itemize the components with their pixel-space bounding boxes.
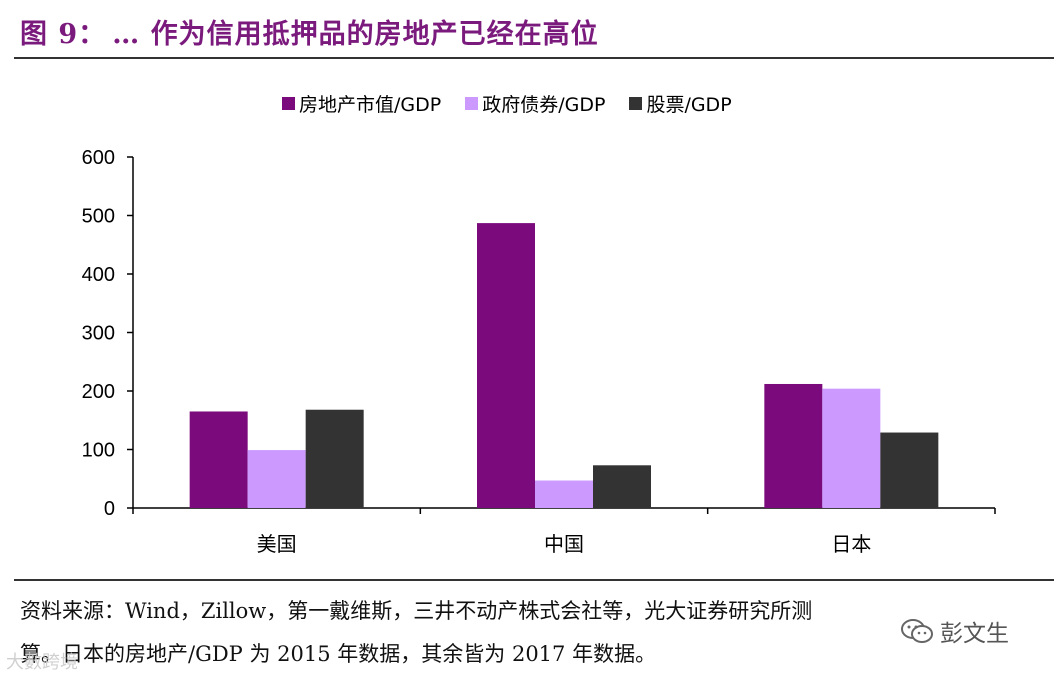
legend-item-gov-bonds: 政府债券/GDP — [465, 90, 605, 117]
bar-1-1 — [535, 480, 593, 508]
legend-item-stocks: 股票/GDP — [629, 90, 732, 117]
figure-title: 图 9：… 作为信用抵押品的房地产已经在高位 — [20, 12, 599, 51]
bar-2-1 — [822, 388, 881, 508]
source-divider — [14, 579, 1054, 581]
y-tick-label: 100 — [82, 440, 115, 462]
legend-swatch-real-estate — [282, 97, 295, 110]
bar-chart: 0 100 200 300 400 500 600 美国 中国 日本 — [82, 147, 996, 556]
legend-swatch-stocks — [629, 97, 643, 110]
y-tick-label: 200 — [82, 381, 115, 403]
bar-0-0 — [189, 411, 248, 508]
figure-title-text: … 作为信用抵押品的房地产已经在高位 — [112, 19, 599, 50]
source-note: 资料来源：Wind，Zillow，第一戴维斯，三井不动产株式会社等，光大证券研究… — [20, 590, 1040, 676]
bar-0-1 — [247, 450, 306, 508]
watermark-left: 大數跨境 — [6, 652, 78, 673]
chart-legend: 房地产市值/GDP 政府债券/GDP 股票/GDP — [282, 90, 756, 117]
x-category-label: 美国 — [257, 532, 297, 556]
legend-label-gov-bonds: 政府债券/GDP — [482, 94, 606, 116]
x-category-label: 中国 — [544, 532, 584, 556]
x-category-label: 日本 — [831, 532, 871, 556]
bar-2-2 — [880, 432, 939, 508]
y-tick-label: 400 — [82, 264, 115, 286]
watermark-right: 彭文生 — [900, 614, 1009, 648]
legend-item-real-estate: 房地产市值/GDP — [282, 90, 441, 117]
legend-label-stocks: 股票/GDP — [646, 94, 732, 116]
wechat-icon — [901, 619, 933, 643]
y-tick-label: 500 — [82, 206, 115, 228]
watermark-right-text: 彭文生 — [940, 621, 1009, 647]
source-note-line-2: 算。日本的房地产/GDP 为 2015 年数据，其余皆为 2017 年数据。 — [20, 642, 657, 666]
bar-1-0 — [477, 223, 535, 509]
legend-swatch-gov-bonds — [465, 97, 479, 110]
figure-label: 图 9： — [20, 19, 107, 50]
title-divider — [14, 57, 1054, 59]
y-tick-label: 300 — [82, 323, 115, 345]
source-note-line-1: 资料来源：Wind，Zillow，第一戴维斯，三井不动产株式会社等，光大证券研究… — [20, 599, 813, 623]
bar-2-0 — [764, 383, 823, 508]
y-tick-label: 600 — [82, 147, 115, 169]
y-tick-label: 0 — [104, 498, 115, 520]
bar-0-2 — [305, 409, 364, 508]
legend-label-real-estate: 房地产市值/GDP — [299, 94, 442, 116]
bar-1-2 — [593, 465, 651, 508]
